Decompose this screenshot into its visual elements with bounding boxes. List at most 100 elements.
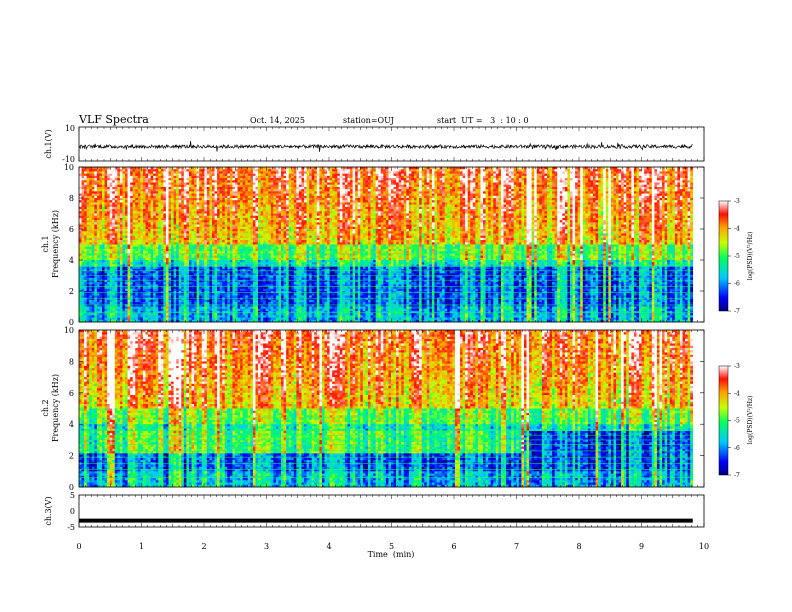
spectrogram-cell — [79, 313, 82, 316]
spectrogram-cell — [145, 193, 149, 197]
spectrogram-cell — [240, 255, 243, 259]
spectrogram-cell — [81, 182, 85, 186]
spectrogram-cell — [222, 262, 226, 265]
spectrogram-cell — [234, 215, 238, 219]
spectrogram-cell — [186, 248, 190, 252]
spectrogram-cell — [224, 319, 228, 323]
spectrogram-cell — [107, 275, 110, 279]
spectrogram-cell — [240, 288, 243, 292]
spectrogram-cell — [145, 284, 149, 287]
spectrogram-cell — [107, 235, 110, 239]
spectrogram-cell — [107, 302, 110, 305]
spectrogram-cell — [142, 204, 146, 208]
spectrogram-cell — [206, 171, 210, 174]
spectrogram-cell — [158, 215, 162, 219]
spectrogram-cell — [114, 242, 118, 245]
spectrogram-cell — [224, 275, 228, 279]
spectrogram-cell — [227, 255, 231, 259]
spectrogram-cell — [217, 310, 220, 314]
spectrogram-cell — [227, 191, 231, 194]
spectrogram-cell — [240, 260, 243, 263]
spectrogram-cell — [176, 204, 180, 208]
spectrogram-cell — [240, 204, 243, 208]
spectrogram-cell — [222, 215, 226, 219]
spectrogram-cell — [132, 255, 136, 259]
spectrogram-cell — [227, 293, 231, 296]
spectrogram-cell — [176, 193, 180, 197]
spectrogram-cell — [91, 262, 95, 265]
spectrogram-cell — [89, 231, 93, 234]
spectrogram-cell — [237, 200, 241, 203]
spectrogram-cell — [171, 244, 174, 248]
spectrogram-cell — [247, 184, 251, 188]
spectrogram-cell — [127, 299, 131, 303]
spectrogram-cell — [130, 175, 134, 179]
spectrogram-cell — [148, 308, 151, 312]
spectrogram-cell — [186, 275, 190, 279]
spectrogram-cell — [240, 235, 243, 239]
spectrogram-cell — [168, 295, 172, 298]
spectrogram-cell — [229, 200, 233, 203]
spectrogram-cell — [140, 264, 144, 267]
spectrogram-cell — [99, 195, 103, 199]
spectrogram-cell — [217, 242, 220, 245]
spectrogram-cell — [229, 202, 233, 205]
spectrogram-cell — [224, 257, 228, 261]
spectrogram-cell — [114, 184, 118, 188]
spectrogram-cell — [209, 317, 213, 321]
spectrogram-cell — [127, 271, 131, 274]
spectrogram-cell — [219, 217, 223, 221]
spectrogram-cell — [219, 184, 223, 188]
spectrogram-cell — [155, 217, 159, 221]
spectrogram-cell — [224, 235, 228, 239]
spectrogram-cell — [91, 202, 95, 205]
spectrogram-cell — [79, 282, 82, 285]
spectrogram-cell — [245, 186, 249, 190]
spectrogram-cell — [94, 255, 98, 259]
spectrogram-cell — [211, 319, 215, 323]
spectrogram-cell — [171, 284, 174, 287]
spectrogram-cell — [219, 167, 223, 170]
spectrogram-cell — [196, 306, 200, 310]
spectrogram-cell — [204, 295, 208, 298]
spectrogram-cell — [191, 189, 195, 192]
spectrogram-cell — [206, 302, 210, 305]
spectrogram-cell — [173, 308, 177, 312]
spectrogram-cell — [165, 217, 169, 221]
spectrogram-cell — [191, 206, 195, 210]
spectrogram-cell — [217, 191, 220, 194]
spectrogram-cell — [234, 220, 238, 223]
spectrogram-cell — [86, 211, 90, 214]
spectrogram-cell — [112, 213, 116, 217]
spectrogram-cell — [135, 264, 139, 267]
spectrogram-cell — [132, 306, 136, 310]
spectrogram-cell — [91, 313, 95, 316]
spectrogram-cell — [232, 173, 236, 177]
spectrogram-cell — [242, 202, 246, 205]
spectrogram-cell — [132, 189, 136, 192]
spectrogram-cell — [201, 295, 205, 298]
spectrogram-cell — [81, 279, 85, 283]
spectrogram-cell — [127, 213, 131, 217]
spectrogram-cell — [245, 175, 249, 179]
spectrogram-cell — [86, 220, 90, 223]
spectrogram-cell — [102, 273, 105, 276]
spectrogram-cell — [234, 171, 238, 174]
spectrogram-cell — [242, 195, 246, 199]
spectrogram-cell — [163, 209, 167, 212]
spectrogram-cell — [142, 308, 146, 312]
spectrogram-cell — [181, 286, 185, 290]
spectrogram-cell — [199, 284, 203, 287]
spectrogram-cell — [117, 173, 121, 177]
spectrogram-cell — [214, 293, 218, 296]
spectrogram-cell — [79, 173, 82, 177]
spectrogram-cell — [160, 184, 164, 188]
spectrogram-cell — [229, 244, 233, 248]
spectrogram-cell — [125, 189, 128, 192]
spectrogram-cell — [130, 299, 134, 303]
spectrogram-cell — [219, 169, 223, 172]
spectrogram-cell — [153, 189, 157, 192]
spectrogram-cell — [183, 189, 187, 192]
spectrogram-cell — [165, 304, 169, 307]
spectrogram-cell — [160, 189, 164, 192]
